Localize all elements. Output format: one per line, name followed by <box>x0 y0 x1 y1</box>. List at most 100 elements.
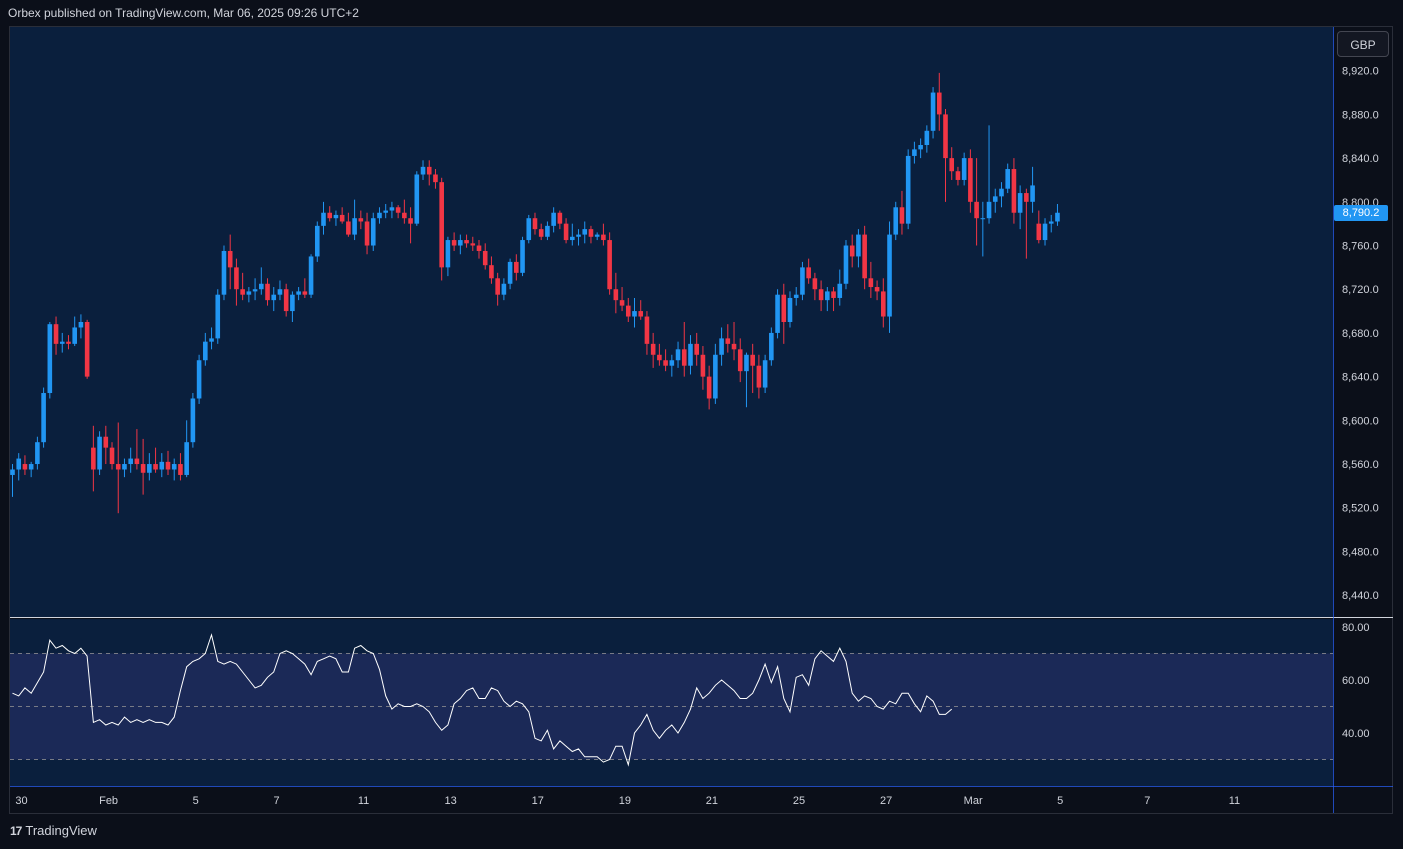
candle-body <box>775 294 780 333</box>
candle-body <box>887 234 892 317</box>
candle-body <box>675 349 681 361</box>
price-axis-tick-label: 8,480.0 <box>1342 546 1379 558</box>
time-axis-tick-label: Mar <box>964 795 983 807</box>
candle-body <box>1011 169 1017 213</box>
candle-body <box>339 214 345 222</box>
candle-body <box>644 316 650 344</box>
candle-body <box>78 322 84 328</box>
candle-body <box>1048 221 1054 224</box>
y-axis-layer: 8,920.08,880.08,840.08,800.08,760.08,720… <box>1342 66 1379 740</box>
candle-body <box>986 201 992 219</box>
candle-body <box>849 245 855 257</box>
price-axis-tick-label: 8,600.0 <box>1342 415 1379 427</box>
price-axis-tick-label: 8,760.0 <box>1342 241 1379 253</box>
time-axis-border <box>10 786 1393 787</box>
candle-body <box>856 234 861 257</box>
candle-body <box>961 158 967 180</box>
time-axis-tick-label: 19 <box>619 795 631 807</box>
candle-body <box>402 212 407 219</box>
candle-body <box>352 218 357 235</box>
candle-body <box>22 464 28 470</box>
candle-body <box>719 338 724 355</box>
price-axis-tick-label: 8,680.0 <box>1342 328 1379 340</box>
last-price-label: 8,790.2 <box>1334 204 1388 221</box>
chart-frame <box>9 26 1393 814</box>
candle-body <box>333 214 339 219</box>
candle-body <box>377 212 382 219</box>
candle-body <box>234 267 239 290</box>
time-axis-tick-label: 7 <box>273 795 279 807</box>
candle-body <box>482 250 488 266</box>
candle-body <box>570 236 575 241</box>
x-axis-layer: 30 Feb 5 7 11 13 17 19 21 25 27 Mar 5 7 11 <box>15 795 1240 807</box>
candle-body <box>59 341 65 344</box>
candle-body <box>999 188 1004 197</box>
rsi-line <box>12 633 953 767</box>
candle-body <box>203 341 208 361</box>
candle-body <box>601 234 606 241</box>
candle-body <box>551 212 556 226</box>
rsi-axis-tick-label: 80.00 <box>1342 622 1370 634</box>
candle-body <box>545 225 550 237</box>
candle-body <box>97 436 102 470</box>
candle-body <box>395 207 401 213</box>
candle-body <box>153 464 158 470</box>
candle-body <box>905 155 911 224</box>
candle-body <box>669 360 675 366</box>
candle-body <box>35 442 40 465</box>
candle-body <box>10 469 15 475</box>
candle-body <box>196 360 202 399</box>
candle-body <box>265 283 270 301</box>
price-pane[interactable] <box>10 27 1333 617</box>
candle-body <box>178 464 183 475</box>
candle-body <box>812 278 818 290</box>
candle-body <box>489 265 494 279</box>
candle-body <box>756 365 762 388</box>
candle-body <box>308 256 314 295</box>
candle-body <box>277 289 283 295</box>
candle-body <box>1055 212 1060 222</box>
candle-body <box>383 210 388 213</box>
price-axis-tick-label: 8,440.0 <box>1342 590 1379 602</box>
candle-body <box>470 243 476 246</box>
candle-body <box>314 225 320 257</box>
candle-body <box>47 324 53 394</box>
time-axis-tick-label: 13 <box>445 795 457 807</box>
price-axis-tick-label: 8,720.0 <box>1342 284 1379 296</box>
candle-body <box>271 294 277 301</box>
pane-separator[interactable] <box>10 617 1393 618</box>
candle-body <box>744 354 749 372</box>
candle-body <box>321 212 326 226</box>
candle-body <box>433 174 438 183</box>
candle-body <box>445 240 451 268</box>
candle-body <box>912 149 917 156</box>
candle-body <box>781 294 787 322</box>
candle-body <box>918 145 923 150</box>
time-axis-tick-label: 17 <box>532 795 544 807</box>
candle-body <box>625 305 631 317</box>
time-axis-tick-label: 21 <box>706 795 718 807</box>
time-axis-tick-label: 30 <box>15 795 27 807</box>
candle-body <box>943 114 948 159</box>
candle-body <box>252 289 258 292</box>
candle-body <box>1024 193 1029 202</box>
time-axis-tick-label: 25 <box>793 795 805 807</box>
candle-body <box>103 436 109 448</box>
candle-body <box>84 322 90 377</box>
candle-body <box>694 343 699 355</box>
candle-body <box>899 207 905 224</box>
candle-body <box>41 393 46 443</box>
candle-body <box>134 458 140 465</box>
candle-body <box>868 278 874 288</box>
candle-body <box>955 171 961 180</box>
candle-body <box>414 174 420 224</box>
tradingview-logo[interactable]: 17 TradingView <box>10 823 97 838</box>
rsi-band-layer <box>10 652 1333 760</box>
tradingview-logo-icon: 17 <box>10 823 22 838</box>
candle-body <box>358 218 364 222</box>
candle-body <box>532 218 538 230</box>
candle-body <box>140 464 146 473</box>
candle-body <box>526 218 532 241</box>
currency-button[interactable]: GBP <box>1337 31 1389 57</box>
